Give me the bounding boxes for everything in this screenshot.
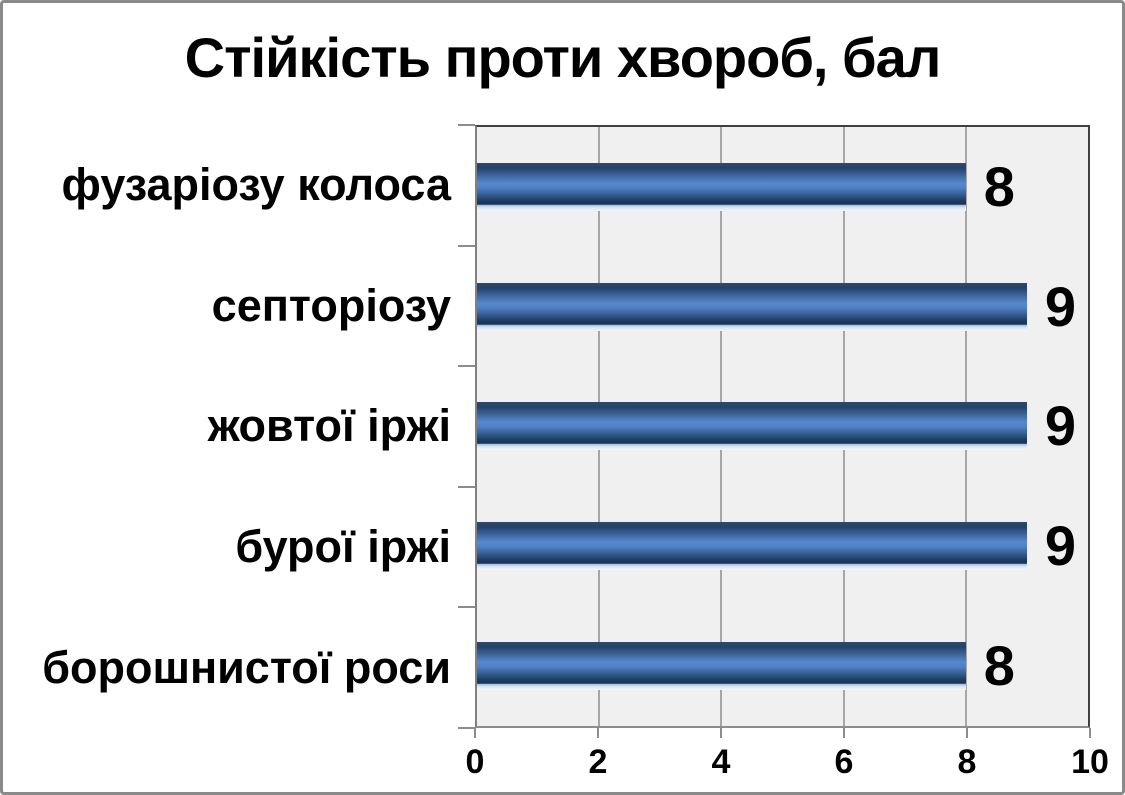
category-label: бурої іржі — [235, 521, 451, 573]
value-tick — [597, 728, 599, 738]
category-label: жовтої іржі — [207, 400, 451, 452]
bar-value-label: 8 — [983, 154, 1015, 218]
chart-title: Стійкість проти хвороб, бал — [184, 26, 942, 89]
value-tick-label: 6 — [834, 743, 854, 781]
value-tick-label: 8 — [957, 743, 977, 781]
bar-value-label: 8 — [983, 634, 1015, 698]
category-axis-labels: фузаріозу колоса септоріозу жовтої іржі бур… — [11, 125, 451, 728]
value-tick — [1089, 728, 1091, 738]
bar-2 — [477, 402, 1027, 451]
category-tick — [458, 244, 475, 247]
category-tick — [458, 727, 475, 729]
value-axis-ticks — [474, 728, 1091, 738]
value-tick — [720, 728, 722, 738]
bar-row: 9 — [477, 367, 1088, 487]
category-axis-ticks — [458, 124, 475, 729]
bar-row: 9 — [477, 247, 1088, 367]
category-tick — [458, 124, 475, 126]
value-tick — [966, 728, 968, 738]
category-tick — [458, 485, 475, 488]
value-tick-label: 4 — [711, 743, 731, 781]
category-tick — [458, 606, 475, 609]
bar-value-label: 9 — [1044, 394, 1077, 458]
bar-3 — [477, 522, 1027, 571]
bar-0 — [477, 162, 966, 211]
bar-1 — [477, 282, 1027, 331]
bar-row: 8 — [477, 127, 1088, 247]
bar-4 — [477, 642, 966, 691]
value-axis-labels: 0 2 4 6 8 10 — [466, 743, 1109, 783]
bar-value-label: 9 — [1044, 514, 1077, 578]
bar-row: 8 — [477, 606, 1088, 726]
category-label: борошнистої роси — [42, 641, 451, 693]
category-label: фузаріозу колоса — [61, 159, 451, 211]
category-tick — [458, 365, 475, 368]
value-tick-label: 0 — [465, 743, 485, 781]
bar-row: 9 — [477, 486, 1088, 606]
value-tick-label: 2 — [588, 743, 608, 781]
value-tick — [843, 728, 845, 738]
value-tick-label: 10 — [1071, 743, 1109, 781]
bar-value-label: 9 — [1044, 274, 1077, 338]
category-label: септоріозу — [211, 279, 451, 331]
value-tick — [474, 728, 476, 738]
